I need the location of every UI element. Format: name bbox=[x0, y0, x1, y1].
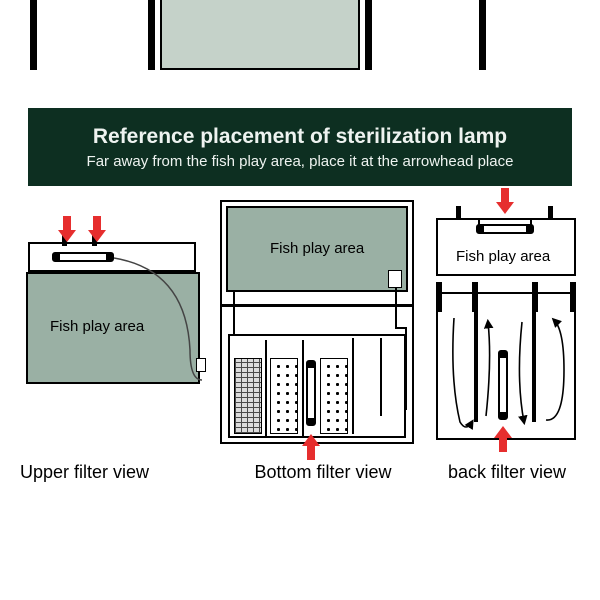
divider bbox=[302, 340, 304, 436]
flow-arrows-icon bbox=[436, 200, 586, 460]
diagram-bottom: Fish play area bbox=[220, 200, 420, 460]
diagram-upper: Fish play area bbox=[26, 230, 206, 460]
filter-media-dots-icon bbox=[320, 358, 348, 434]
fragment-box bbox=[160, 0, 360, 70]
intake-icon bbox=[196, 358, 206, 372]
diagram-back: Fish play area bbox=[436, 200, 586, 460]
fish-play-label: Fish play area bbox=[50, 318, 144, 335]
back-caption: back filter view bbox=[432, 462, 582, 483]
lamp-icon bbox=[306, 360, 316, 426]
divider bbox=[265, 340, 267, 436]
filter-media-dots-icon bbox=[270, 358, 298, 434]
banner: Reference placement of sterilization lam… bbox=[28, 108, 572, 186]
filter-media-wavy-icon bbox=[234, 358, 262, 434]
arrow-red-icon bbox=[302, 434, 320, 460]
upper-caption: Upper filter view bbox=[20, 462, 200, 483]
divider bbox=[380, 338, 382, 416]
bottom-caption: Bottom filter view bbox=[228, 462, 418, 483]
cord-icon bbox=[26, 230, 206, 400]
divider bbox=[352, 338, 354, 434]
banner-subtitle: Far away from the fish play area, place … bbox=[87, 153, 514, 170]
banner-title: Reference placement of sterilization lam… bbox=[93, 125, 507, 149]
top-scene-fragment bbox=[30, 0, 570, 100]
